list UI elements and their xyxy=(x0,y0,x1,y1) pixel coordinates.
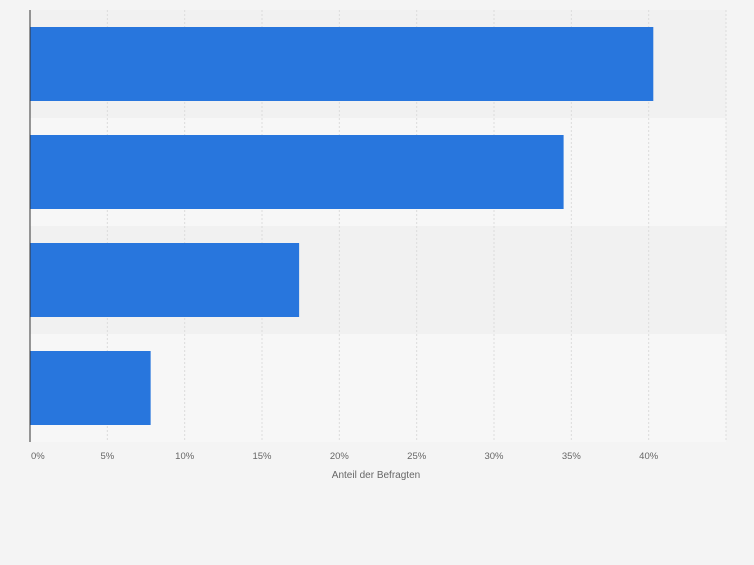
x-tick-label: 5% xyxy=(100,451,114,462)
bar xyxy=(30,351,151,425)
x-axis-ticks: 0% 5% 10% 15% 20% 25% 30% 35% 40% xyxy=(31,451,659,462)
bar xyxy=(30,135,564,209)
x-tick-label: 15% xyxy=(252,451,272,462)
x-tick-label: 10% xyxy=(175,451,195,462)
x-tick-label: 40% xyxy=(639,451,659,462)
x-tick-label: 20% xyxy=(330,451,350,462)
x-tick-label: 0% xyxy=(31,451,45,462)
x-tick-label: 35% xyxy=(562,451,582,462)
bars xyxy=(30,27,654,425)
x-tick-label: 30% xyxy=(484,451,504,462)
bar xyxy=(30,27,654,101)
x-axis-label: Anteil der Befragten xyxy=(332,470,420,481)
x-tick-label: 25% xyxy=(407,451,427,462)
bar xyxy=(30,243,300,317)
